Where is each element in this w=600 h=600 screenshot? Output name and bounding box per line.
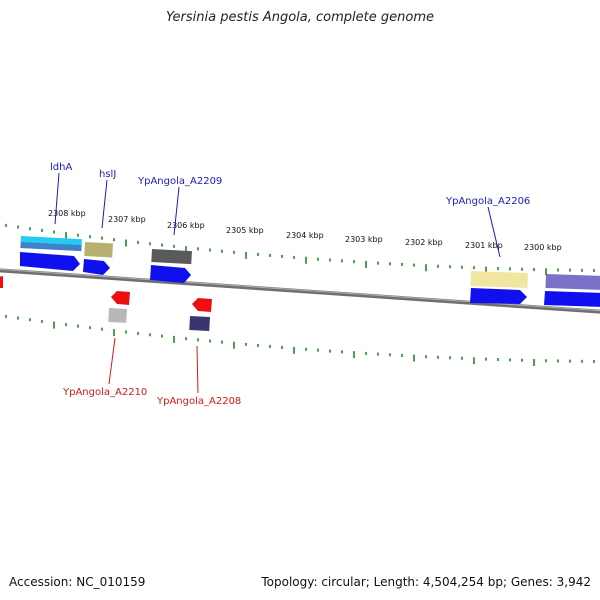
leader-A2208	[196, 345, 199, 394]
cds-arrow-5[interactable]	[544, 291, 600, 307]
forward-cds-arrows	[20, 252, 600, 307]
tick-label-2308: 2308 kbp	[48, 209, 86, 218]
cds-arrow-1[interactable]	[20, 252, 80, 271]
leader-A2206	[487, 206, 501, 258]
upper-scale	[5, 223, 595, 276]
tick-label-2304: 2304 kbp	[286, 231, 324, 240]
rev-block-A2210[interactable]	[108, 308, 127, 323]
cds-arrow-4[interactable]	[470, 288, 527, 304]
leader-ldhA	[54, 172, 60, 225]
tick-label-2303: 2303 kbp	[345, 235, 383, 244]
gene-label-A2210[interactable]: YpAngola_A2210	[62, 387, 147, 398]
cds-arrow-3[interactable]	[150, 265, 191, 283]
rev-arrow-edge[interactable]	[0, 276, 3, 288]
gene-label-A2209[interactable]: YpAngola_A2209	[137, 176, 222, 187]
genome-backbone-highlight	[0, 268, 600, 312]
leader-lines	[54, 172, 501, 394]
tick-label-2300: 2300 kbp	[524, 243, 562, 252]
forward-gene-blocks	[20, 235, 600, 291]
leader-A2210	[108, 337, 116, 385]
gene-label-A2208[interactable]: YpAngola_A2208	[156, 396, 241, 407]
gene-block-hslJ[interactable]	[84, 242, 113, 258]
gene-block-ldhA-shade	[20, 241, 82, 252]
genes-count-text: Genes: 3,942	[503, 575, 591, 589]
tick-label-2302: 2302 kbp	[405, 238, 443, 247]
tick-label-2306: 2306 kbp	[167, 221, 205, 230]
rev-block-A2208[interactable]	[189, 316, 210, 332]
tick-label-2305: 2305 kbp	[226, 226, 264, 235]
map-title: Yersinia pestis Angola, complete genome	[166, 10, 434, 25]
gene-label-A2206[interactable]: YpAngola_A2206	[445, 196, 530, 207]
gene-block-A2205[interactable]	[545, 274, 600, 291]
gene-block-A2206[interactable]	[470, 271, 528, 288]
gene-label-ldhA[interactable]: ldhA	[50, 162, 72, 173]
lower-scale	[5, 314, 595, 366]
genome-summary: Topology: circularLength: 4,504,254 bpGe…	[261, 575, 591, 589]
leader-A2209	[173, 186, 180, 236]
length-text: Length: 4,504,254 bp	[366, 575, 503, 589]
accession-text: Accession: NC_010159	[9, 575, 146, 589]
rev-arrow-A2208[interactable]	[192, 298, 212, 312]
tick-label-2301: 2301 kbp	[465, 241, 503, 250]
rev-arrow-A2210[interactable]	[111, 291, 130, 305]
topology-text: Topology: circular	[261, 575, 366, 589]
tick-label-2307: 2307 kbp	[108, 215, 146, 224]
gene-label-hslJ[interactable]: hslJ	[99, 169, 116, 180]
genome-backbone	[0, 268, 600, 314]
reverse-features	[0, 276, 212, 332]
leader-hslJ	[101, 179, 108, 229]
gene-block-A2209[interactable]	[151, 249, 192, 265]
cds-arrow-2[interactable]	[83, 259, 110, 275]
